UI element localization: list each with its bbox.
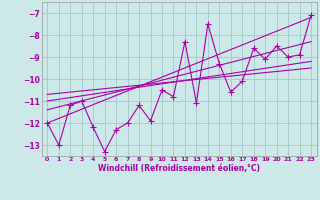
X-axis label: Windchill (Refroidissement éolien,°C): Windchill (Refroidissement éolien,°C) — [98, 164, 260, 173]
